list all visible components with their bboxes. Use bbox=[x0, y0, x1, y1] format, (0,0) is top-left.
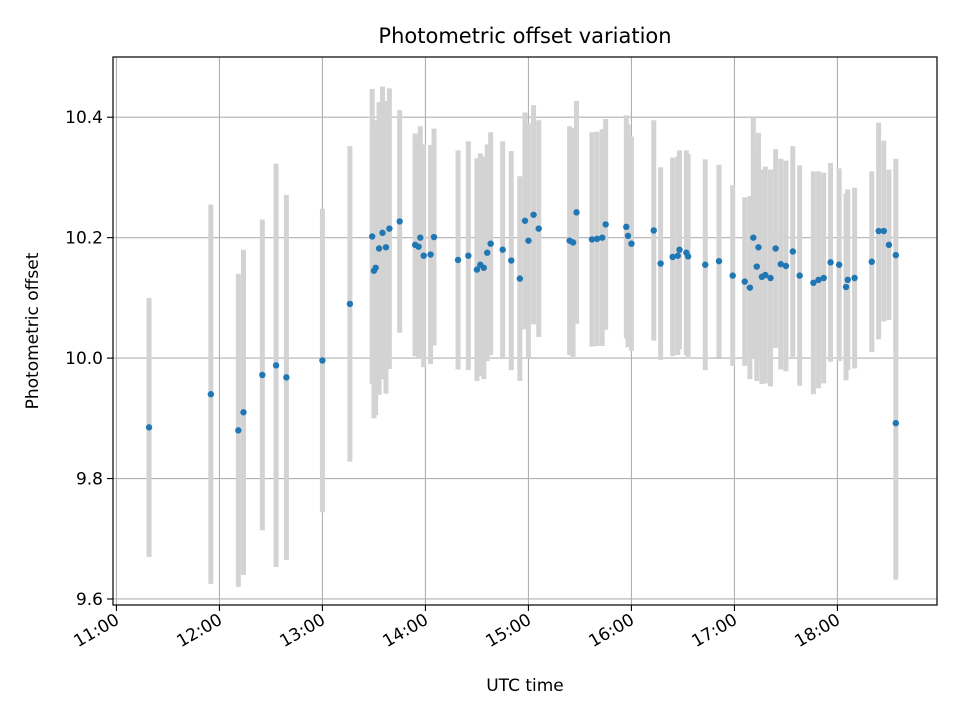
y-axis-label: Photometric offset bbox=[23, 252, 43, 409]
data-point bbox=[480, 264, 487, 271]
data-point bbox=[676, 246, 683, 253]
data-point bbox=[535, 225, 542, 232]
data-point bbox=[623, 223, 630, 231]
data-point bbox=[782, 262, 790, 270]
data-point bbox=[755, 244, 762, 251]
data-point bbox=[810, 279, 817, 287]
data-point bbox=[820, 274, 827, 282]
data-point bbox=[650, 227, 657, 234]
data-point bbox=[430, 233, 438, 241]
data-point bbox=[741, 278, 748, 285]
data-point bbox=[885, 241, 893, 249]
data-point bbox=[715, 257, 723, 265]
y-tick-label: 10.0 bbox=[65, 349, 103, 369]
data-point bbox=[372, 264, 379, 271]
data-point bbox=[396, 218, 403, 225]
data-point bbox=[868, 258, 875, 265]
data-point bbox=[669, 253, 676, 261]
data-point bbox=[844, 276, 851, 284]
data-point bbox=[530, 211, 537, 218]
data-point bbox=[235, 427, 242, 434]
data-point bbox=[240, 409, 247, 416]
data-point bbox=[569, 239, 577, 246]
data-point bbox=[593, 235, 601, 243]
data-point bbox=[729, 272, 736, 279]
data-point bbox=[602, 221, 609, 228]
data-point bbox=[842, 283, 850, 291]
data-point bbox=[207, 391, 215, 398]
data-point bbox=[272, 362, 280, 369]
data-point bbox=[628, 240, 635, 247]
data-point bbox=[750, 234, 757, 241]
data-point bbox=[827, 259, 834, 266]
data-point bbox=[369, 233, 376, 240]
data-point bbox=[508, 257, 515, 264]
y-tick-label: 9.8 bbox=[76, 470, 103, 490]
data-point bbox=[624, 232, 632, 240]
data-point bbox=[892, 419, 899, 427]
data-point bbox=[525, 237, 532, 244]
data-point bbox=[386, 225, 393, 232]
data-point bbox=[521, 217, 529, 224]
data-point bbox=[762, 271, 769, 279]
data-point bbox=[599, 234, 606, 241]
data-point bbox=[259, 371, 266, 379]
data-point bbox=[382, 244, 390, 251]
data-point bbox=[484, 249, 491, 256]
x-axis-label: UTC time bbox=[486, 676, 564, 696]
data-point bbox=[283, 374, 290, 381]
data-point bbox=[487, 240, 494, 247]
data-point bbox=[588, 236, 596, 243]
plot-frame bbox=[112, 56, 938, 606]
data-point bbox=[420, 252, 427, 259]
data-point bbox=[473, 266, 481, 273]
data-point bbox=[454, 256, 462, 264]
chart-title: Photometric offset variation bbox=[378, 24, 671, 48]
data-point bbox=[702, 261, 709, 268]
data-point bbox=[417, 234, 424, 241]
data-point bbox=[499, 246, 506, 253]
data-point bbox=[772, 245, 779, 252]
data-point bbox=[319, 357, 326, 364]
data-point bbox=[415, 243, 422, 250]
data-point bbox=[880, 227, 887, 235]
data-point bbox=[674, 252, 681, 259]
data-point bbox=[777, 260, 784, 268]
data-point bbox=[789, 248, 796, 255]
data-point bbox=[379, 229, 386, 237]
data-point bbox=[427, 251, 434, 258]
data-point bbox=[465, 252, 472, 259]
data-point bbox=[346, 300, 354, 308]
data-point bbox=[796, 272, 803, 279]
data-point bbox=[684, 253, 692, 260]
data-point bbox=[875, 227, 882, 235]
data-point bbox=[657, 260, 664, 267]
y-axis-ticks: 9.6 9.8 10.0 10.2 10.4 bbox=[65, 108, 113, 610]
y-tick-label: 10.2 bbox=[65, 229, 103, 249]
data-point bbox=[573, 209, 580, 216]
data-point bbox=[753, 263, 760, 270]
data-points bbox=[145, 209, 899, 434]
data-point bbox=[815, 276, 822, 284]
data-point bbox=[516, 275, 524, 282]
data-point bbox=[375, 245, 383, 252]
data-point bbox=[767, 274, 774, 282]
data-point bbox=[746, 284, 754, 291]
y-tick-label: 9.6 bbox=[76, 590, 103, 610]
y-tick-label: 10.4 bbox=[65, 108, 103, 128]
data-point bbox=[145, 424, 153, 431]
data-point bbox=[892, 251, 899, 259]
data-point bbox=[835, 261, 843, 268]
data-point bbox=[851, 274, 858, 282]
